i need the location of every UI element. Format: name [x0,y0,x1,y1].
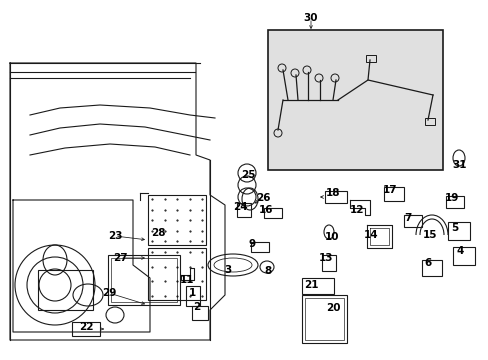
Text: 14: 14 [363,230,378,240]
Text: 17: 17 [382,185,397,195]
Text: 16: 16 [258,205,273,215]
Text: 12: 12 [349,205,364,215]
Text: 21: 21 [303,280,318,290]
Bar [38,270,93,310]
Text: 28: 28 [150,228,165,238]
Text: 6: 6 [424,258,431,268]
Text: 2: 2 [193,302,200,312]
Text: 27: 27 [112,253,127,263]
Bar [264,208,282,218]
Text: 24: 24 [232,202,247,212]
Text: 30: 30 [303,13,318,23]
Text: 31: 31 [452,160,467,170]
Text: 8: 8 [264,266,271,276]
Text: 22: 22 [79,322,93,332]
Bar [447,222,469,240]
Text: 29: 29 [102,288,116,298]
Bar [302,295,346,343]
Bar [250,242,268,252]
Bar [321,255,335,271]
Bar [403,215,421,227]
Text: 13: 13 [318,253,332,263]
Bar [267,30,442,170]
Bar [111,258,177,302]
Bar [148,195,205,245]
Text: 7: 7 [404,213,411,223]
Bar [185,286,200,306]
Bar [421,260,441,276]
Text: 23: 23 [107,231,122,241]
Bar [305,298,343,340]
Text: 15: 15 [422,230,436,240]
Bar [72,322,100,336]
Text: 9: 9 [248,239,255,249]
Bar [383,187,403,201]
Text: 26: 26 [255,193,270,203]
Bar [108,255,180,305]
Bar [424,118,434,125]
Text: 10: 10 [324,232,339,242]
Bar [325,191,346,203]
Bar [445,196,463,208]
Bar [365,55,375,62]
Bar [192,306,207,320]
Text: 19: 19 [444,193,458,203]
Text: 11: 11 [180,275,194,285]
Bar [302,278,333,294]
Text: 4: 4 [455,246,463,256]
Text: 25: 25 [240,170,255,180]
Text: 20: 20 [325,303,340,313]
Bar [237,203,250,217]
Text: 3: 3 [224,265,231,275]
Text: 5: 5 [450,223,458,233]
Text: 18: 18 [325,188,340,198]
Text: 1: 1 [188,288,195,298]
Bar [148,248,205,300]
Bar [452,247,474,265]
